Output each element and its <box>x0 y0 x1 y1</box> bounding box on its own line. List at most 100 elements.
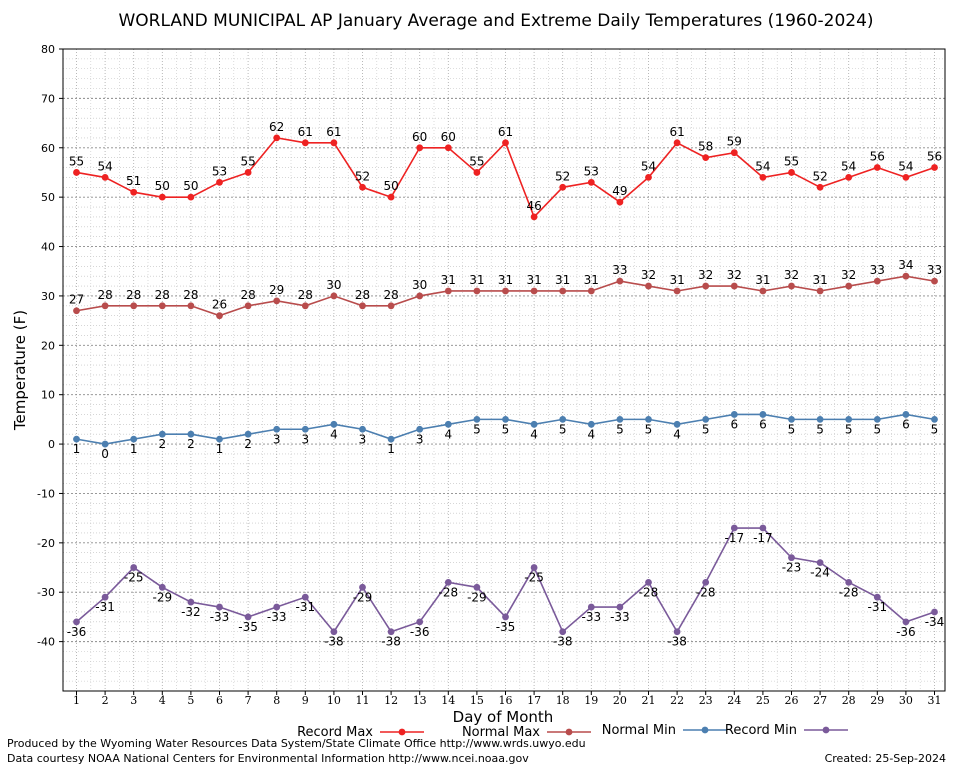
data-label: -33 <box>210 610 230 624</box>
y-tick-label: 40 <box>41 241 55 254</box>
data-point <box>158 430 166 438</box>
data-point <box>873 593 881 601</box>
data-point <box>730 411 738 418</box>
data-label: 5 <box>873 422 881 436</box>
data-point <box>816 287 824 295</box>
data-label: -36 <box>410 625 430 639</box>
data-label: 58 <box>698 140 713 154</box>
data-point <box>273 134 281 142</box>
data-label: -38 <box>667 635 687 649</box>
data-label: 5 <box>502 422 510 436</box>
x-tick-label: 4 <box>159 694 166 707</box>
data-label: -36 <box>896 625 916 639</box>
data-point <box>873 415 881 423</box>
data-point <box>702 282 710 290</box>
data-point <box>216 603 223 611</box>
data-label: 31 <box>812 273 827 287</box>
y-tick-label: -40 <box>37 636 55 649</box>
x-tick-label: 27 <box>813 694 827 707</box>
data-point <box>101 302 109 310</box>
x-axis-label: Day of Month <box>453 708 554 726</box>
x-tick-label: 8 <box>273 694 280 707</box>
data-label: -28 <box>839 585 859 599</box>
data-point <box>187 430 195 438</box>
data-label: 4 <box>673 427 681 441</box>
data-label: 4 <box>444 427 452 441</box>
data-label: 3 <box>359 432 367 446</box>
data-point <box>702 415 710 423</box>
data-point <box>273 425 281 433</box>
data-point <box>845 415 853 423</box>
data-point <box>444 144 452 152</box>
data-point <box>902 411 910 418</box>
series-normal-max: 27 28 28 28 28 26 28 29 28 30 28 28 30 31 31 31 31 31 31 33… <box>69 258 942 320</box>
x-tick-label: 9 <box>302 694 309 707</box>
legend-marker <box>701 726 709 734</box>
data-label: 2 <box>187 437 195 451</box>
data-label: 0 <box>101 447 109 461</box>
data-label: 61 <box>669 125 684 139</box>
data-label: 62 <box>269 120 284 134</box>
data-point <box>130 188 138 196</box>
data-label: 6 <box>902 417 910 431</box>
data-label: 28 <box>383 288 398 302</box>
data-label: 31 <box>755 273 770 287</box>
data-point <box>416 292 424 300</box>
data-point <box>902 174 910 181</box>
data-label: 26 <box>212 298 227 312</box>
x-tick-label: 23 <box>699 694 713 707</box>
data-label: 3 <box>273 432 281 446</box>
data-label: 53 <box>212 164 227 178</box>
data-label: 32 <box>784 268 799 282</box>
data-label: -28 <box>696 585 716 599</box>
data-label: 61 <box>298 125 313 139</box>
chart-title: WORLAND MUNICIPAL AP January Average and… <box>118 11 873 31</box>
data-point <box>444 420 452 428</box>
data-point <box>359 302 366 310</box>
data-point <box>788 282 795 290</box>
data-point <box>645 174 652 181</box>
data-point <box>244 613 252 621</box>
data-point <box>673 420 681 428</box>
data-label: 2 <box>244 437 252 451</box>
series-record-max: 55 54 51 50 50 53 55 62 61 61 52 50 60 60 55 61 46 52 53 49… <box>69 120 942 221</box>
data-point <box>759 287 767 295</box>
y-tick-label: 60 <box>41 142 55 155</box>
data-label: 5 <box>931 422 939 436</box>
data-label: 61 <box>326 125 341 139</box>
data-point <box>187 598 195 606</box>
data-point <box>330 420 338 428</box>
data-point <box>502 415 509 423</box>
data-point <box>616 415 624 423</box>
data-label: 56 <box>870 150 885 164</box>
data-label: -25 <box>524 571 544 585</box>
data-point <box>845 282 853 290</box>
data-point <box>845 174 853 181</box>
y-axis-label: Temperature (F) <box>11 310 29 431</box>
data-label: 46 <box>526 199 541 213</box>
footer-data-courtesy: Data courtesy NOAA National Centers for … <box>7 752 529 765</box>
data-label: -35 <box>238 620 258 634</box>
data-point <box>587 603 595 611</box>
data-point <box>101 593 109 601</box>
legend-label: Normal Min <box>602 723 676 738</box>
data-label: -32 <box>181 605 201 619</box>
data-point <box>416 144 424 152</box>
plot-frame <box>62 48 946 692</box>
data-label: 30 <box>412 278 427 292</box>
data-label: 5 <box>645 422 653 436</box>
x-tick-label: 1 <box>73 694 80 707</box>
data-point <box>301 302 309 310</box>
data-point <box>759 524 767 532</box>
data-label: 28 <box>155 288 170 302</box>
data-label: -29 <box>353 590 373 604</box>
data-label: 28 <box>97 288 112 302</box>
data-point <box>502 287 509 295</box>
x-tick-label: 7 <box>245 694 252 707</box>
data-label: 5 <box>473 422 481 436</box>
data-label: 31 <box>498 273 513 287</box>
data-label: 50 <box>155 179 170 193</box>
data-point <box>330 292 338 300</box>
